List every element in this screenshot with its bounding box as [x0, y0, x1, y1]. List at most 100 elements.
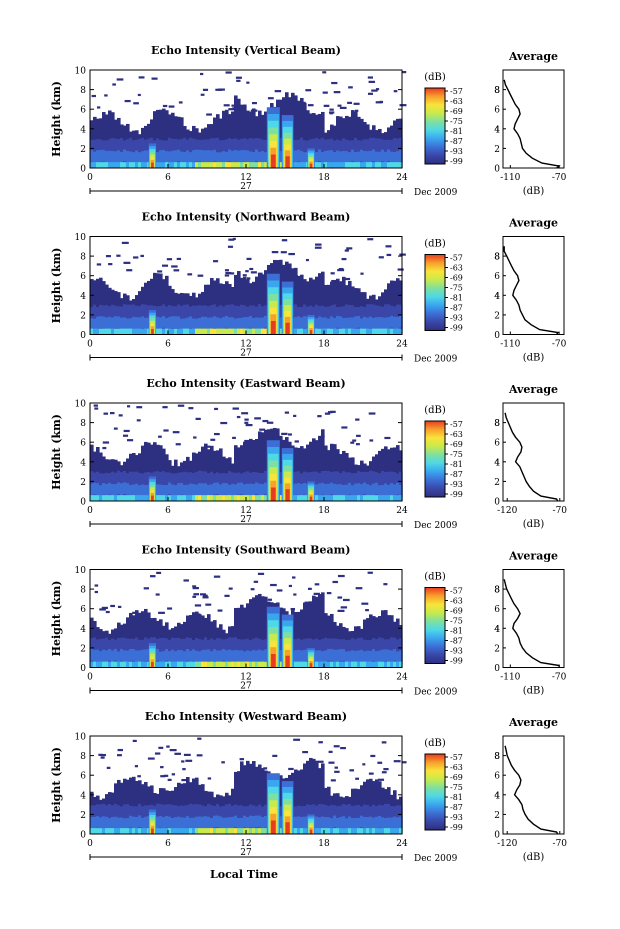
- x-tick-label: 24: [396, 839, 408, 849]
- y-axis-label: Height (km): [50, 747, 63, 823]
- day-label: 27: [240, 349, 252, 359]
- panel-1: Echo Intensity (Northward Beam)0246810He…: [50, 211, 567, 365]
- profile-title: Average: [508, 550, 558, 563]
- panel-2: Echo Intensity (Eastward Beam)0246810Hei…: [50, 377, 567, 531]
- date-label: Dec 2009: [414, 355, 458, 365]
- x-tick-label: 6: [165, 506, 171, 516]
- profile-x-label: (dB): [523, 353, 545, 364]
- colorbar-tick-label: -75: [450, 450, 463, 459]
- profile-y-tick-label: 0: [494, 331, 500, 341]
- profile-x-tick-label: -70: [553, 839, 568, 849]
- y-tick-label: 6: [80, 272, 86, 282]
- y-axis-label: Height (km): [50, 248, 63, 324]
- profile-y-tick-label: 2: [494, 811, 500, 821]
- y-tick-label: 10: [75, 233, 87, 243]
- profile-x-label: (dB): [523, 852, 545, 863]
- day-label: 27: [240, 182, 252, 192]
- x-tick-label: 6: [165, 673, 171, 683]
- profile-y-tick-label: 0: [494, 165, 500, 175]
- profile-x-label: (dB): [523, 519, 545, 530]
- profile-y-tick-label: 8: [494, 586, 500, 596]
- colorbar-tick-label: -69: [450, 607, 463, 616]
- profile-y-tick-label: 2: [494, 145, 500, 155]
- colorbar: [424, 587, 446, 664]
- profile-y-tick-label: 2: [494, 644, 500, 654]
- panel-title: Echo Intensity (Eastward Beam): [146, 377, 345, 390]
- profile-y-tick-label: 0: [494, 498, 500, 508]
- colorbar: [424, 254, 446, 331]
- colorbar-tick-label: -99: [450, 657, 463, 666]
- colorbar-tick-label: -81: [450, 793, 463, 802]
- colorbar-tick-label: -81: [450, 460, 463, 469]
- y-tick-label: 0: [80, 498, 86, 508]
- colorbar-tick-label: -75: [450, 117, 463, 126]
- y-tick-label: 4: [80, 625, 86, 635]
- y-tick-label: 0: [80, 664, 86, 674]
- x-tick-label: 18: [318, 673, 330, 683]
- profile-frame: [502, 69, 565, 169]
- profile-y-tick-label: 4: [494, 458, 500, 468]
- profile-x-tick-label: -70: [553, 506, 568, 516]
- colorbar-tick-label: -75: [450, 284, 463, 293]
- x-tick-label: 12: [240, 340, 251, 350]
- heatmap-field: [90, 71, 407, 168]
- profile-title: Average: [508, 383, 558, 396]
- x-tick-label: 0: [87, 340, 93, 350]
- x-tick-label: 0: [87, 673, 93, 683]
- colorbar-tick-label: -63: [450, 264, 463, 273]
- y-axis-label: Height (km): [50, 81, 63, 157]
- profile-title: Average: [508, 50, 558, 63]
- y-tick-label: 2: [80, 644, 86, 654]
- colorbar-tick-label: -63: [450, 597, 463, 606]
- x-tick-label: 6: [165, 173, 171, 183]
- profile-x-tick-label: -70: [552, 173, 567, 183]
- colorbar-tick-label: -57: [450, 753, 463, 762]
- y-tick-label: 10: [75, 733, 87, 743]
- profile-frame: [502, 402, 565, 502]
- profile-y-tick-label: 8: [494, 253, 500, 263]
- day-label: 27: [240, 515, 252, 525]
- y-tick-label: 8: [80, 586, 86, 596]
- colorbar: [424, 87, 446, 165]
- profile-y-tick-label: 4: [494, 458, 500, 468]
- profile-x-tick-label: -110: [500, 340, 520, 350]
- x-tick-label: 12: [240, 673, 251, 683]
- profile-x-tick-label: -120: [497, 506, 517, 516]
- y-tick-label: 0: [80, 165, 86, 175]
- profile-line: [503, 79, 561, 169]
- colorbar: [424, 753, 446, 831]
- panel-3: Echo Intensity (Southward Beam)0246810He…: [50, 544, 567, 698]
- profile-y-tick-label: 4: [494, 791, 500, 801]
- colorbar-tick-label: -75: [450, 783, 463, 792]
- y-tick-label: 8: [80, 253, 86, 263]
- x-tick-label: 24: [396, 173, 408, 183]
- y-tick-label: 6: [80, 106, 86, 116]
- y-axis-label: Height (km): [50, 581, 63, 657]
- profile-y-tick-label: 0: [494, 831, 500, 841]
- colorbar-tick-label: -93: [450, 314, 463, 323]
- colorbar-unit: (dB): [424, 239, 446, 250]
- x-tick-label: 6: [165, 839, 171, 849]
- colorbar-tick-label: -81: [450, 294, 463, 303]
- date-label: Dec 2009: [414, 854, 458, 864]
- date-label: Dec 2009: [414, 688, 458, 698]
- x-tick-label: 0: [87, 506, 93, 516]
- colorbar-unit: (dB): [424, 572, 446, 583]
- x-axis-label: Local Time: [210, 868, 278, 881]
- y-tick-label: 4: [80, 125, 86, 135]
- y-tick-label: 2: [80, 811, 86, 821]
- profile-x-label: (dB): [523, 186, 545, 197]
- y-tick-label: 4: [80, 458, 86, 468]
- profile-y-tick-label: 8: [494, 752, 500, 762]
- profile-y-tick-label: 4: [494, 625, 500, 635]
- y-tick-label: 6: [80, 772, 86, 782]
- profile-y-tick-label: 0: [494, 664, 500, 674]
- colorbar: [424, 420, 446, 498]
- profile-frame: [502, 735, 565, 835]
- panel-4: Echo Intensity (Westward Beam)0246810Hei…: [50, 710, 567, 864]
- colorbar-tick-label: -93: [450, 147, 463, 156]
- profile-y-tick-label: 6: [494, 772, 500, 782]
- colorbar-tick-label: -57: [450, 420, 463, 429]
- profile-y-tick-label: 4: [494, 292, 500, 302]
- colorbar-tick-label: -93: [450, 813, 463, 822]
